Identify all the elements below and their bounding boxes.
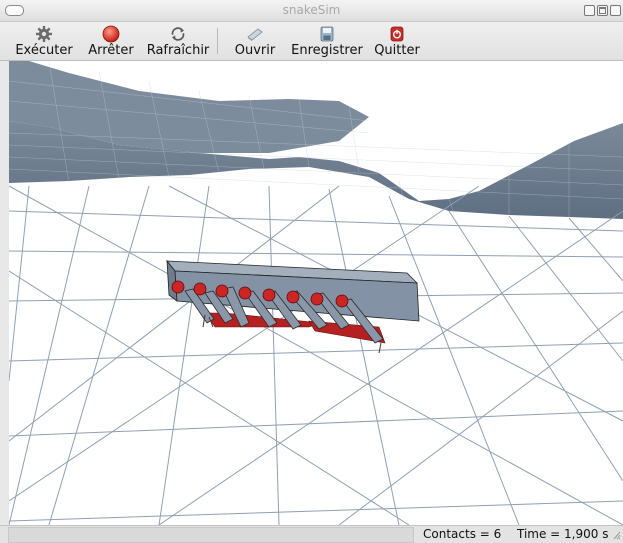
save-icon: [320, 26, 334, 42]
snake-robot: [166, 259, 420, 354]
simulation-viewport[interactable]: [9, 61, 623, 525]
status-bar: Contacts = 6 Time = 1,900 s: [0, 525, 623, 543]
gear-icon: [36, 26, 52, 42]
scene-3d: [9, 61, 623, 525]
window-menu-button[interactable]: [5, 5, 24, 16]
status-message-area: [8, 527, 414, 543]
resize-grip-icon[interactable]: [612, 530, 620, 540]
stop-icon: [102, 25, 120, 43]
refresh-button[interactable]: Rafraîchir: [146, 23, 210, 59]
minimize-button[interactable]: [584, 5, 595, 16]
maximize-button[interactable]: [597, 5, 608, 16]
quit-button[interactable]: Quitter: [374, 23, 420, 59]
run-button[interactable]: Exécuter: [14, 23, 74, 59]
contacts-readout: Contacts = 6: [423, 527, 502, 541]
save-button[interactable]: Enregistrer: [290, 23, 364, 59]
quit-icon: [390, 26, 404, 42]
open-icon: [247, 28, 263, 42]
toolbar: Exécuter Arrêter: [0, 22, 623, 61]
stop-button[interactable]: Arrêter: [88, 23, 134, 59]
floor-grid: [9, 185, 623, 525]
toolbar-separator: [217, 28, 218, 54]
terrain-mesh: [9, 61, 623, 219]
window-title: snakeSim: [282, 3, 341, 17]
title-bar[interactable]: snakeSim: [0, 0, 623, 22]
open-button[interactable]: Ouvrir: [232, 23, 278, 59]
close-button[interactable]: [610, 5, 621, 16]
time-readout: Time = 1,900 s: [517, 527, 609, 541]
refresh-icon: [171, 27, 185, 41]
